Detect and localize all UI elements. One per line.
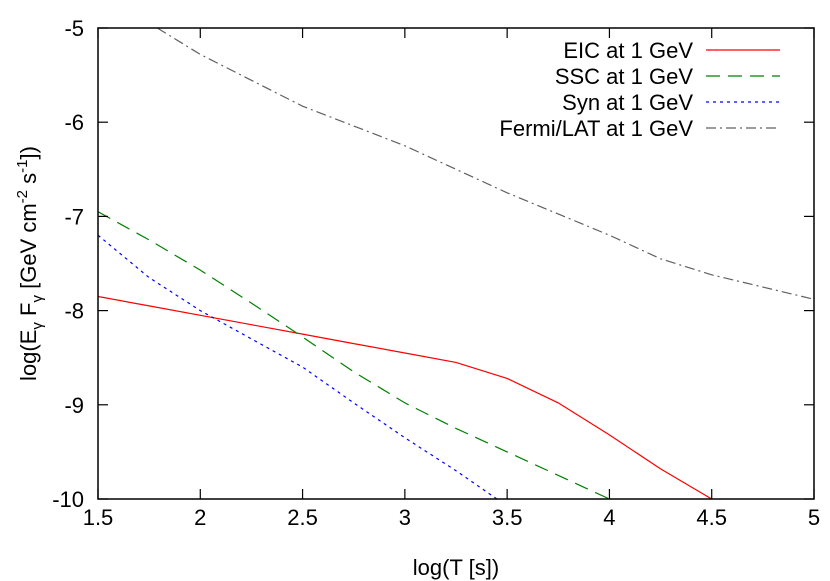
x-tick-label: 4.5 bbox=[696, 505, 727, 530]
legend-label-2: SSC at 1 GeV bbox=[555, 64, 694, 89]
x-tick-label: 4 bbox=[603, 505, 615, 530]
x-axis-title: log(T [s]) bbox=[413, 555, 499, 580]
x-tick-label: 2 bbox=[194, 505, 206, 530]
x-tick-label: 1.5 bbox=[83, 505, 114, 530]
plot-frame bbox=[97, 27, 815, 500]
y-tick-label: -7 bbox=[64, 204, 84, 229]
x-tick-label: 3 bbox=[399, 505, 411, 530]
series-line-4 bbox=[156, 28, 814, 300]
series-line-2 bbox=[98, 211, 610, 499]
series-line-1 bbox=[98, 295, 713, 499]
legend-label-4: Fermi/LAT at 1 GeV bbox=[499, 116, 693, 141]
x-tick-label: 5 bbox=[808, 505, 820, 530]
y-tick-label: -5 bbox=[64, 16, 84, 41]
series-line-3 bbox=[98, 234, 498, 499]
y-tick-label: -9 bbox=[64, 393, 84, 418]
y-tick-label: -10 bbox=[52, 487, 84, 512]
tick-labels: 1.5 2 2.5 3 3.5 4 4.5 5 -10 -9 -8 -7 -6 -5 bbox=[52, 16, 820, 530]
plot-lines bbox=[98, 28, 814, 499]
y-axis-title: log(Eγ Fγ [GeV cm-2 s-1]) bbox=[14, 146, 46, 381]
legend-label-3: Syn at 1 GeV bbox=[562, 90, 693, 115]
y-tick-label: -8 bbox=[64, 299, 84, 324]
x-tick-label: 2.5 bbox=[287, 505, 318, 530]
axis-ticks bbox=[97, 27, 815, 500]
legend-label-1: EIC at 1 GeV bbox=[563, 38, 693, 63]
y-tick-label: -6 bbox=[64, 110, 84, 135]
x-tick-label: 3.5 bbox=[492, 505, 523, 530]
